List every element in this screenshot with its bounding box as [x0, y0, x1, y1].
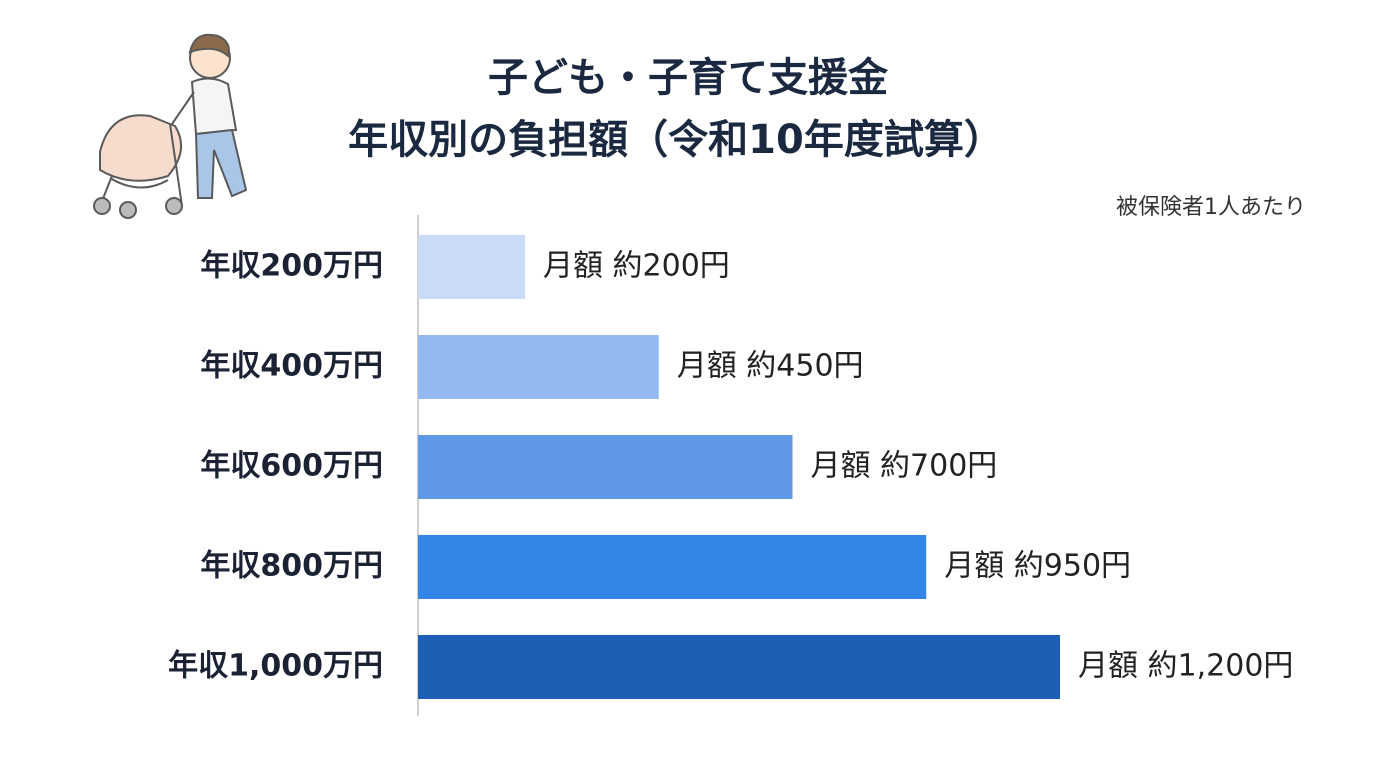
illustration	[93, 33, 248, 219]
value-label: 月額 約950円	[944, 549, 1131, 584]
value-label: 月額 約200円	[543, 249, 730, 284]
bar	[418, 635, 1060, 699]
value-label: 月額 約1,200円	[1078, 649, 1293, 684]
chart-title: 子ども・子育て支援金	[488, 55, 889, 101]
bar	[418, 335, 659, 399]
category-label: 年収200万円	[200, 249, 383, 284]
bar	[418, 535, 927, 599]
chart-title: 年収別の負担額（令和10年度試算）	[348, 117, 1004, 163]
category-label: 年収1,000万円	[168, 649, 383, 684]
note: 被保険者1人あたり	[1116, 195, 1306, 220]
bar	[418, 235, 525, 299]
value-label: 月額 約700円	[811, 449, 998, 484]
value-label: 月額 約450円	[677, 349, 864, 384]
category-label: 年収800万円	[200, 549, 383, 584]
category-label: 年収400万円	[200, 349, 383, 384]
category-label: 年収600万円	[200, 449, 383, 484]
bar	[418, 435, 793, 499]
